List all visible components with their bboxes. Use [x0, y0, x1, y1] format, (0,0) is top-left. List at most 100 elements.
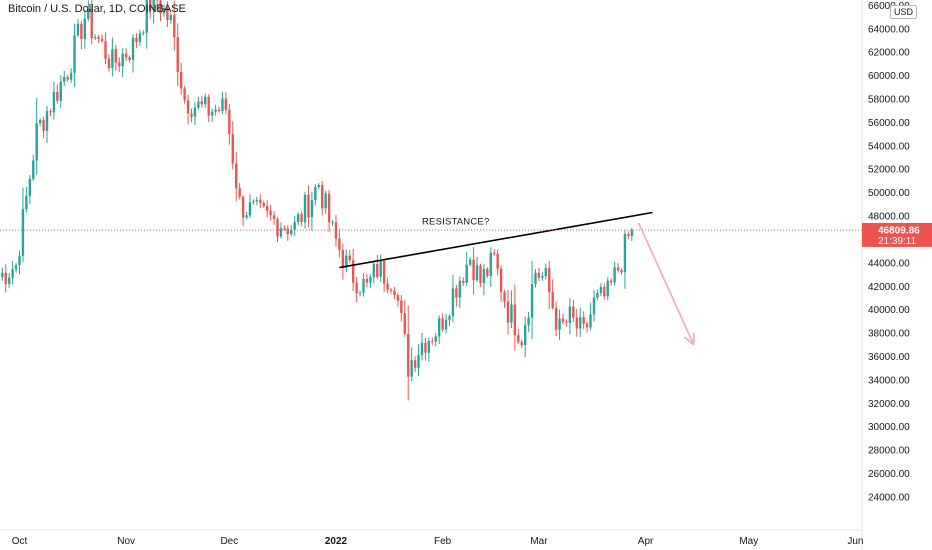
drawing-layer[interactable]: RESISTANCE? — [339, 211, 695, 346]
candle — [579, 307, 582, 337]
projection-arrow[interactable] — [637, 222, 695, 346]
candle — [42, 116, 45, 139]
candle-body — [407, 334, 410, 377]
candle — [558, 309, 561, 341]
price-tick-label: 26000.00 — [868, 469, 910, 480]
time-tick-label: Oct — [12, 536, 28, 547]
candle — [73, 23, 76, 88]
candle-body — [603, 287, 606, 297]
candle-body — [214, 109, 217, 112]
candle — [606, 277, 609, 300]
price-tick-label: 40000.00 — [868, 305, 910, 316]
candle — [548, 261, 551, 310]
price-tick-label: 60000.00 — [868, 71, 910, 82]
candle — [551, 279, 554, 310]
candle — [159, 0, 162, 22]
candle-body — [589, 314, 592, 328]
candle-body — [128, 57, 131, 60]
candle — [520, 339, 523, 348]
candle-body — [396, 294, 400, 301]
candle — [472, 247, 475, 295]
candle — [630, 227, 634, 241]
candle — [1, 267, 4, 281]
candle — [530, 260, 534, 340]
candle-body — [300, 214, 303, 223]
candle-body — [437, 318, 441, 337]
candle-body — [252, 201, 255, 203]
candle — [627, 231, 630, 240]
candle — [455, 284, 458, 307]
candle-body — [259, 199, 262, 204]
candle-body — [217, 109, 221, 111]
candle — [90, 0, 93, 45]
candle-body — [599, 287, 603, 294]
candle — [358, 290, 362, 297]
candle — [138, 29, 142, 47]
candle — [338, 228, 341, 258]
candle-body — [7, 277, 11, 284]
candle-body — [623, 234, 627, 273]
candle — [11, 261, 14, 285]
candle-body — [200, 101, 204, 105]
candle — [376, 254, 379, 280]
candle-body — [138, 33, 142, 43]
price-tick-label: 56000.00 — [868, 118, 910, 129]
candle-body — [382, 260, 386, 284]
candle-body — [479, 265, 482, 284]
candle-body — [596, 293, 599, 298]
candle — [87, 0, 90, 22]
candle — [603, 283, 606, 300]
candle-body — [210, 111, 214, 116]
candle-body — [173, 15, 176, 38]
time-tick-label: Apr — [638, 536, 654, 547]
candle-body — [238, 188, 241, 197]
candle — [176, 23, 179, 86]
candle-body — [482, 269, 486, 284]
candle — [32, 154, 35, 181]
candle — [468, 257, 472, 267]
candle-body — [183, 88, 186, 101]
candle-body — [327, 193, 331, 223]
candle — [290, 225, 293, 237]
candle — [111, 37, 114, 77]
time-axis[interactable]: Oct Nov Dec 2022 Feb Mar Apr May Jun — [0, 529, 863, 547]
candle-body — [83, 18, 87, 40]
candle-body — [176, 37, 179, 73]
candle-body — [145, 0, 148, 33]
candle-body — [510, 304, 513, 323]
candle — [365, 273, 369, 288]
candle-body — [462, 281, 465, 283]
candle-body — [324, 193, 327, 209]
candle — [537, 267, 541, 282]
candle-body — [413, 360, 417, 368]
candle — [207, 94, 210, 123]
candle-body — [551, 292, 554, 308]
candle-body — [241, 196, 245, 218]
candle — [351, 248, 355, 292]
candle — [265, 200, 269, 218]
candle-body — [245, 215, 248, 218]
candle-body — [107, 58, 111, 69]
candle-body — [42, 120, 45, 131]
candlestick-series — [1, 0, 634, 401]
price-axis[interactable]: 24000.00 26000.00 28000.00 30000.00 32000.00… — [861, 0, 910, 550]
candle — [568, 298, 572, 335]
candle-body — [204, 96, 207, 105]
candle-body — [448, 316, 451, 320]
price-tick-label: 50000.00 — [868, 188, 910, 199]
candle — [444, 314, 448, 334]
candle-body — [45, 111, 49, 131]
candle — [272, 211, 276, 225]
candle — [613, 261, 616, 286]
currency-button[interactable]: USD — [890, 5, 918, 19]
resistance-trendline[interactable] — [339, 211, 653, 269]
candle — [45, 106, 49, 143]
candle — [166, 1, 169, 28]
candle-body — [386, 283, 389, 290]
candle — [400, 294, 403, 322]
candle — [149, 0, 152, 19]
candle-body — [269, 210, 272, 216]
candle — [276, 217, 279, 242]
candle — [534, 269, 537, 288]
